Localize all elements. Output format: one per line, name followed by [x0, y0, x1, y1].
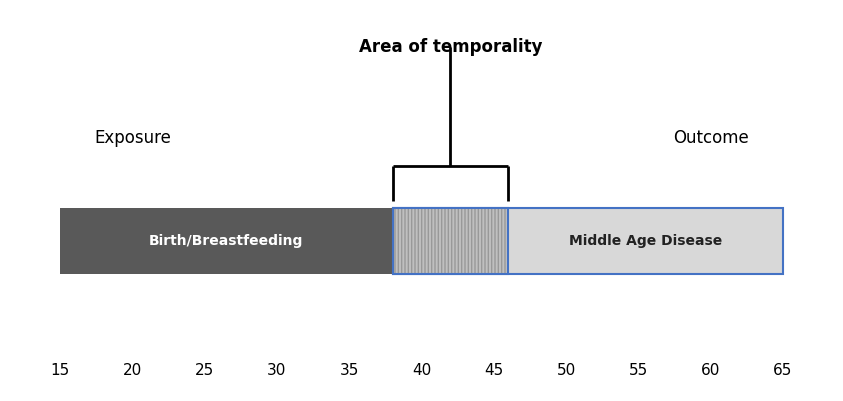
Bar: [393, 208, 508, 274]
Text: Birth/Breastfeeding: Birth/Breastfeeding: [149, 234, 303, 248]
Bar: [393, 208, 508, 274]
Text: Area of temporality: Area of temporality: [358, 38, 542, 56]
Bar: [393, 208, 783, 274]
Text: Middle Age Disease: Middle Age Disease: [569, 234, 722, 248]
Bar: [393, 208, 508, 274]
Text: Outcome: Outcome: [673, 129, 749, 147]
Bar: [60, 208, 508, 274]
Text: Exposure: Exposure: [94, 129, 171, 147]
